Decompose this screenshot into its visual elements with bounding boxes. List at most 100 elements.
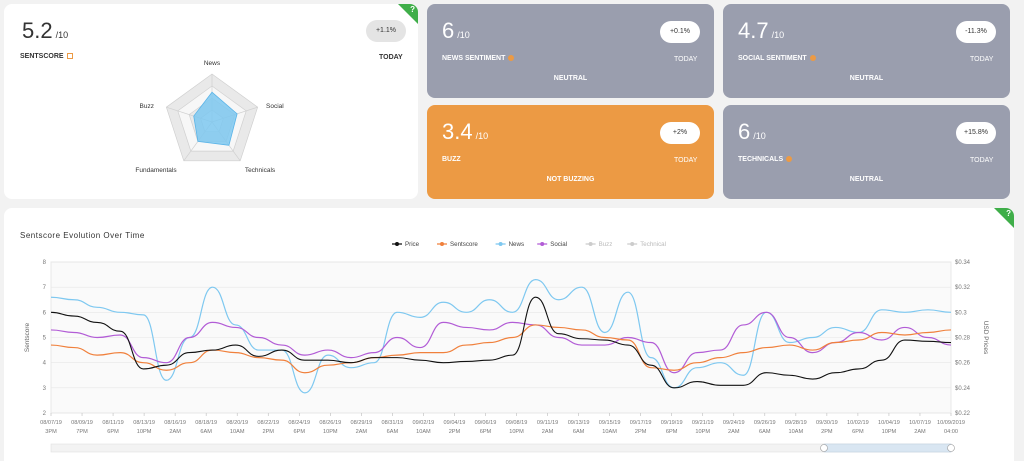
legend-marker[interactable] — [498, 242, 503, 246]
y-tick-label: 7 — [43, 285, 47, 291]
navigator-handle-left[interactable] — [820, 444, 828, 452]
navigator-handle-right[interactable] — [947, 444, 955, 452]
legend-marker[interactable] — [588, 242, 593, 246]
x-tick-date: 09/04/19 — [444, 420, 466, 426]
x-tick-date: 08/13/19 — [133, 420, 155, 426]
social-label: SOCIAL SENTIMENT — [738, 55, 816, 62]
x-tick-date: 08/20/19 — [226, 420, 248, 426]
x-tick-time: 3PM — [45, 429, 57, 435]
x-tick-date: 08/29/19 — [350, 420, 372, 426]
info-icon[interactable] — [786, 156, 793, 163]
technicals-state: NEUTRAL — [849, 176, 884, 183]
y2-tick-label: $0.22 — [955, 411, 971, 417]
x-tick-time: 2AM — [356, 429, 368, 435]
navigator-track[interactable] — [50, 443, 952, 453]
x-tick-date: 10/04/19 — [878, 420, 900, 426]
legend-item[interactable]: Buzz — [599, 241, 613, 248]
legend-item[interactable]: Sentscore — [450, 241, 478, 248]
y-tick-label: 6 — [43, 310, 47, 316]
info-icon[interactable] — [508, 55, 515, 62]
x-tick-time: 10PM — [137, 429, 152, 435]
legend-item[interactable]: Price — [405, 241, 420, 248]
chart-title: Sentscore Evolution Over Time — [20, 231, 145, 240]
x-tick-time: 6PM — [294, 429, 306, 435]
series-social-line — [50, 311, 952, 374]
x-tick-date: 09/19/19 — [661, 420, 683, 426]
x-tick-date: 08/26/19 — [319, 420, 341, 426]
buzz-card: 3.4/10 +2% BUZZ TODAY NOT BUZZING — [427, 105, 714, 199]
x-tick-date: 08/07/19 — [40, 420, 62, 426]
x-tick-date: 09/08/19 — [506, 420, 528, 426]
x-tick-date: 10/07/19 — [909, 420, 931, 426]
help-badge[interactable]: ? — [398, 4, 418, 24]
x-tick-time: 10AM — [416, 429, 431, 435]
y-axis-label: Sentscore — [24, 322, 31, 352]
x-tick-time: 2PM — [262, 429, 274, 435]
y-tick-label: 2 — [43, 411, 47, 417]
x-tick-date: 09/17/19 — [630, 420, 652, 426]
legend-item[interactable]: Technical — [640, 241, 666, 248]
sentscore-value: 5.2/10 — [22, 18, 69, 43]
x-tick-time: 2PM — [449, 429, 461, 435]
info-icon[interactable] — [809, 55, 816, 62]
x-tick-time: 10AM — [789, 429, 804, 435]
series-price-line — [50, 296, 952, 389]
x-tick-time: 2AM — [169, 429, 181, 435]
x-tick-time: 2AM — [728, 429, 740, 435]
sentscore-card: ? 5.2/10 +1.1% SENTSCORE TODAY News Socia… — [4, 4, 418, 199]
legend-marker[interactable] — [630, 242, 635, 246]
x-tick-date: 09/21/19 — [692, 420, 714, 426]
x-tick-time: 10AM — [230, 429, 245, 435]
x-tick-time: 10PM — [695, 429, 710, 435]
x-tick-time: 2PM — [635, 429, 647, 435]
x-tick-date: 08/16/19 — [164, 420, 186, 426]
sentscore-label: SENTSCORE — [20, 53, 73, 60]
radar-label: Buzz — [140, 103, 154, 110]
x-tick-date: 08/22/19 — [257, 420, 279, 426]
x-tick-time: 10PM — [323, 429, 338, 435]
x-tick-date: 08/31/19 — [381, 420, 403, 426]
y-tick-label: 4 — [43, 361, 47, 367]
sentscore-change-badge: +1.1% — [366, 20, 406, 42]
y-tick-label: 8 — [43, 260, 47, 266]
x-tick-time: 10PM — [882, 429, 897, 435]
social-sentiment-card: 4.7/10 -11.3% SOCIAL SENTIMENT TODAY NEU… — [723, 4, 1010, 98]
y2-tick-label: $0.26 — [955, 361, 971, 367]
x-tick-time: 7PM — [76, 429, 88, 435]
legend-marker[interactable] — [440, 242, 444, 246]
series-sentscore-line — [50, 324, 952, 374]
info-icon[interactable] — [66, 53, 73, 60]
legend-item[interactable]: Social — [550, 241, 567, 248]
x-tick-date: 09/02/19 — [413, 420, 435, 426]
legend-item[interactable]: News — [509, 241, 524, 248]
y2-tick-label: $0.24 — [955, 386, 971, 392]
legend-marker[interactable] — [540, 242, 545, 246]
x-tick-date: 09/15/19 — [599, 420, 621, 426]
buzz-state: NOT BUZZING — [546, 176, 595, 183]
news-label: NEWS SENTIMENT — [442, 55, 515, 62]
buzz-change-badge: +2% — [660, 122, 700, 144]
help-badge[interactable]: ? — [994, 208, 1014, 228]
technicals-label: TECHNICALS — [738, 156, 793, 163]
radar-label: Social — [266, 103, 284, 110]
sentscore-line-chart: 2 3 4 5 6 7 8 $0.22 $0.24 $0.26 $0.28 $0.3 $0.32 $0.3… — [24, 241, 989, 453]
x-tick-date: 09/30/19 — [816, 420, 838, 426]
chart-card: ? Sentscore Evolution Over Time 2 3 4 5 6 7 8 $… — [4, 208, 1014, 461]
x-tick-time: 2AM — [542, 429, 554, 435]
y2-axis-label: USD Prices — [982, 321, 989, 355]
technicals-card: 6/10 +15.8% TECHNICALS TODAY NEUTRAL — [723, 105, 1010, 199]
x-tick-date: 09/11/19 — [537, 420, 558, 426]
social-state: NEUTRAL — [849, 75, 884, 82]
legend-marker[interactable] — [395, 242, 399, 246]
x-tick-time: 6AM — [759, 429, 771, 435]
news-sentiment-card: 6/10 +0.1% NEWS SENTIMENT TODAY NEUTRAL — [427, 4, 714, 98]
x-tick-date: 09/13/19 — [568, 420, 590, 426]
news-state: NEUTRAL — [553, 75, 588, 82]
x-tick-time: 10PM — [509, 429, 524, 435]
x-tick-time: 10AM — [602, 429, 617, 435]
x-tick-time: 2AM — [914, 429, 926, 435]
y2-tick-label: $0.28 — [955, 336, 971, 342]
x-tick-time: 6AM — [573, 429, 585, 435]
x-tick-date: 09/26/19 — [754, 420, 776, 426]
navigator-selection[interactable] — [823, 443, 952, 453]
